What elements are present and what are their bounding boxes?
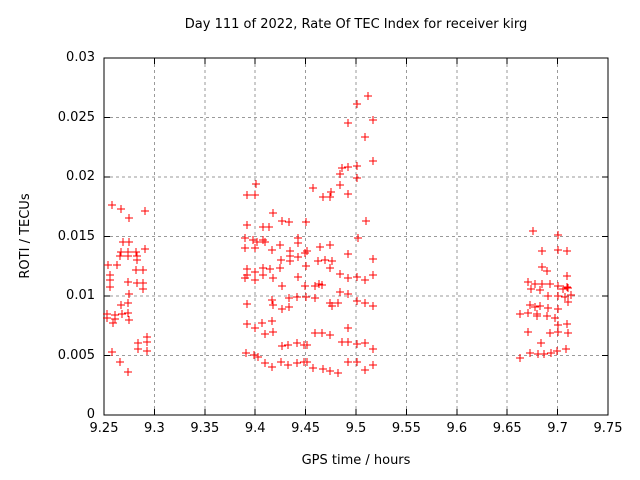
x-tick-label: 9.5 <box>345 421 367 436</box>
plot-border <box>103 57 609 416</box>
y-tick-label: 0.025 <box>57 109 95 125</box>
x-tick-label: 9.65 <box>492 421 522 436</box>
x-tick-label: 9.55 <box>391 421 421 436</box>
x-tick-label: 9.6 <box>446 421 468 436</box>
y-tick-label: 0.015 <box>57 228 95 244</box>
x-tick-label: 9.3 <box>144 421 165 436</box>
x-tick-label: 9.75 <box>593 421 623 436</box>
x-tick-label: 9.45 <box>291 421 321 436</box>
data-points <box>103 92 575 377</box>
y-tick-label: 0.01 <box>66 288 95 303</box>
x-tick-label: 9.25 <box>89 421 119 436</box>
gridlines <box>104 58 608 415</box>
x-tick-label: 9.35 <box>190 421 220 436</box>
x-axis-label: GPS time / hours <box>301 453 411 468</box>
x-tick-label: 9.7 <box>547 421 568 436</box>
y-tick-label: 0.005 <box>57 347 95 363</box>
y-tick-label: 0.02 <box>66 169 95 184</box>
chart-title: Day 111 of 2022, Rate Of TEC Index for r… <box>184 17 528 32</box>
y-tick-label: 0 <box>86 407 95 422</box>
y-tick-label: 0.03 <box>66 50 95 65</box>
x-tick-label: 9.4 <box>244 421 266 436</box>
